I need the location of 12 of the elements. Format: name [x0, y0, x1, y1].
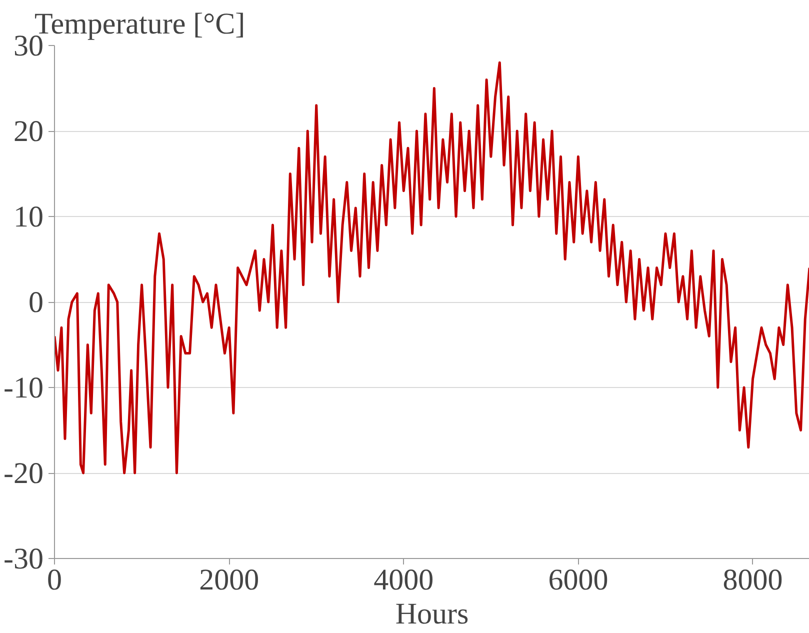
- y-tick-label: 10: [14, 200, 44, 234]
- x-tick-label: 8000: [722, 564, 783, 596]
- line-series: [54, 61, 809, 474]
- y-tick-label: 0: [28, 286, 44, 319]
- x-tick-label: 2000: [199, 564, 260, 596]
- x-axis-title: Hours: [395, 598, 469, 630]
- y-tick-label: -30: [4, 542, 44, 576]
- y-tick-label: -10: [4, 372, 44, 404]
- y-tick-label: 20: [14, 115, 44, 148]
- y-tick-label: -20: [4, 457, 44, 490]
- x-tick-label: 4000: [374, 564, 434, 596]
- x-tick-label: 6000: [548, 564, 608, 596]
